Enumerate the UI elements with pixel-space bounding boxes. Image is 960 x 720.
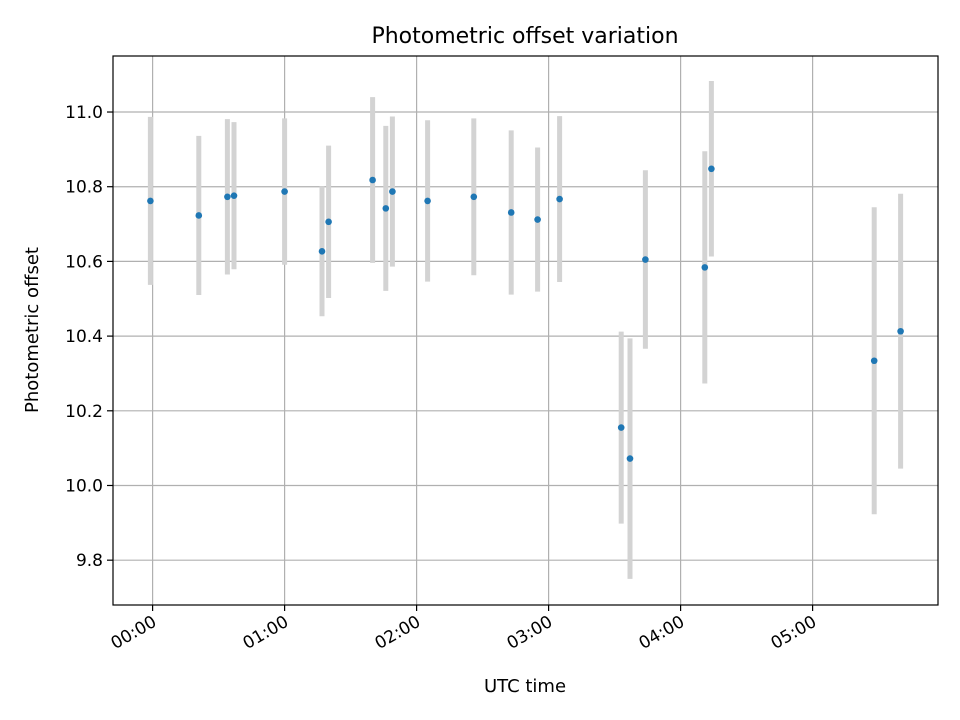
data-point	[701, 264, 709, 271]
grid	[113, 56, 938, 605]
y-axis-label: Photometric offset	[22, 247, 43, 413]
data-point	[195, 212, 203, 219]
data-point	[870, 357, 878, 365]
data-point	[325, 218, 332, 226]
data-point	[708, 165, 715, 173]
data-point	[147, 197, 154, 205]
x-axis-label: UTC time	[484, 676, 566, 697]
y-tick-label: 11.0	[65, 103, 103, 123]
data-point	[224, 193, 231, 201]
y-tick-label: 10.4	[65, 327, 103, 347]
y-tick-label: 10.2	[65, 402, 103, 422]
data-point	[281, 188, 288, 195]
data-point	[534, 216, 541, 223]
data-point	[642, 256, 649, 263]
y-axis-ticks: 9.8 10.0 10.2 10.4 10.6 10.8 11.0	[65, 103, 113, 571]
data-point	[369, 176, 376, 184]
data-point	[470, 193, 478, 201]
data-point	[318, 248, 326, 255]
data-point	[897, 327, 904, 335]
data-point	[230, 192, 238, 199]
data-point	[389, 188, 396, 195]
y-tick-label: 9.8	[76, 551, 103, 571]
data-point	[424, 197, 431, 205]
y-tick-label: 10.0	[65, 476, 103, 496]
data-point	[507, 209, 515, 216]
plot-frame	[112, 55, 939, 606]
data-point	[626, 455, 634, 462]
chart-title: Photometric offset variation	[371, 24, 678, 49]
y-tick-label: 10.6	[65, 252, 103, 272]
data-point	[556, 195, 563, 203]
data-points	[147, 165, 904, 462]
y-tick-label: 10.8	[65, 178, 103, 198]
data-point	[382, 205, 390, 212]
data-point	[617, 424, 625, 431]
